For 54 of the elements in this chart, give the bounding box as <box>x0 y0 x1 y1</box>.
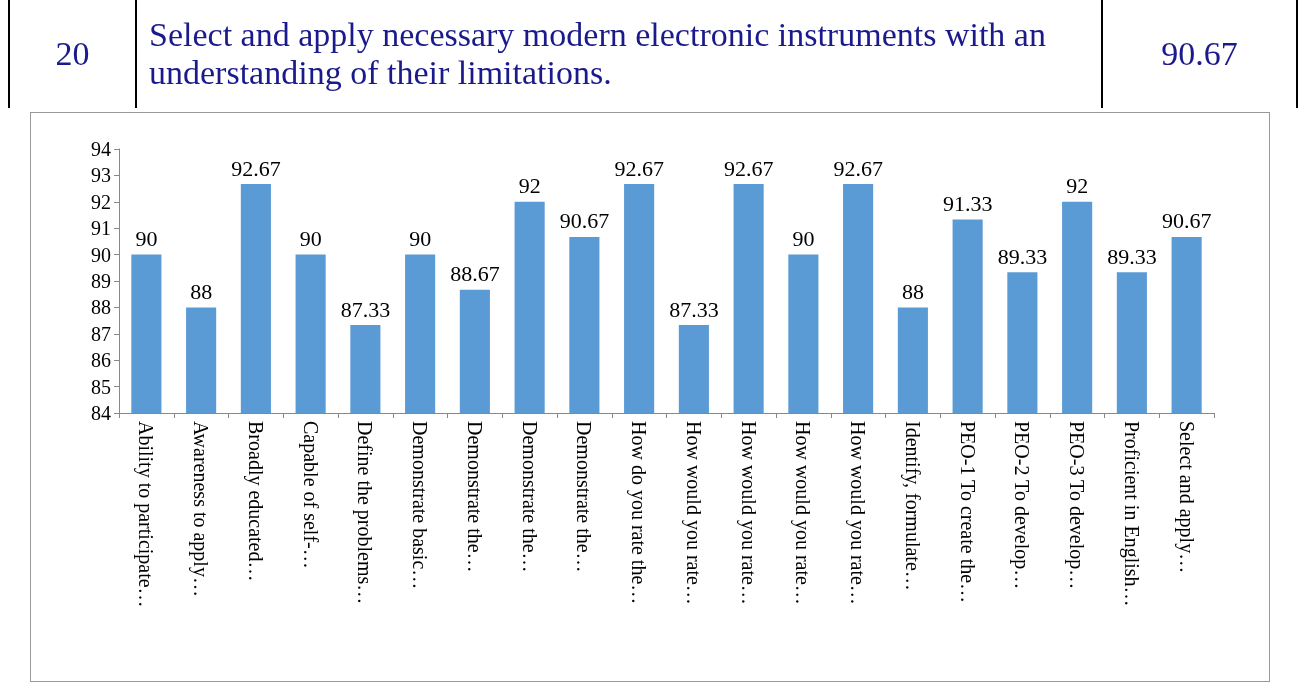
text: 90.67 <box>1101 0 1296 108</box>
data-label: 90 <box>409 226 432 252</box>
x-tick-label: How would you rate… <box>846 421 870 605</box>
x-tick-label: Define the problems… <box>353 421 377 605</box>
x-tick-label: How would you rate… <box>681 421 705 605</box>
data-label: 90 <box>135 226 158 252</box>
y-tick-label: 94 <box>91 138 111 160</box>
x-tick-label: Identify, formulate… <box>900 421 924 591</box>
y-tick-label: 84 <box>91 402 111 424</box>
x-tick-label: Demonstrate the… <box>573 421 596 573</box>
data-label: 92.67 <box>231 155 281 181</box>
y-tick-label: 88 <box>91 296 111 319</box>
x-tick-label: Broadly educated… <box>243 421 267 582</box>
data-label: 89.33 <box>1107 243 1157 269</box>
data-label: 92.67 <box>833 155 883 181</box>
data-label: 92 <box>518 173 541 199</box>
x-tick-label: Awareness to apply… <box>189 421 213 597</box>
data-label: 90 <box>792 226 815 252</box>
data-label: 87.33 <box>669 296 719 322</box>
x-tick-label: How would you rate… <box>736 421 760 605</box>
y-tick-label: 90 <box>91 243 111 266</box>
x-tick-label: PEO-2 To develop… <box>1010 421 1034 590</box>
data-label: 88 <box>901 278 924 304</box>
x-tick-label: Capable of self-… <box>298 421 322 569</box>
x-tick-label: PEO-1 To create the… <box>956 421 979 604</box>
text: Select and apply necessary modern electronic instruments with an understanding of their limitations. <box>135 0 1101 108</box>
x-tick-label: How would you rate… <box>791 421 815 605</box>
x-tick-label: Demonstrate basic… <box>409 421 432 590</box>
y-tick-label: 91 <box>91 217 111 240</box>
data-label: 88 <box>190 278 213 304</box>
data-label: 92.67 <box>614 155 664 181</box>
y-tick-label: 93 <box>91 164 111 187</box>
data-label: 92 <box>1066 173 1089 199</box>
x-tick-label: Proficient in English… <box>1119 421 1143 607</box>
y-tick-label: 85 <box>91 375 111 398</box>
y-tick-label: 87 <box>91 322 111 345</box>
y-tick-label: 86 <box>91 349 111 372</box>
text: 20 <box>8 0 135 108</box>
x-tick-label: PEO-3 To develop… <box>1065 421 1089 590</box>
y-tick-label: 92 <box>91 190 111 213</box>
x-tick-label: Demonstrate the… <box>463 421 486 573</box>
data-label: 90.67 <box>1161 208 1212 234</box>
data-label: 92.67 <box>723 155 774 181</box>
data-label: 89.33 <box>997 243 1048 269</box>
data-label: 91.33 <box>942 190 993 216</box>
data-label: 88.67 <box>450 261 500 287</box>
x-tick-label: Select and apply… <box>1174 421 1198 574</box>
y-tick-label: 89 <box>91 270 111 292</box>
x-tick-label: Ability to participate… <box>134 421 158 608</box>
data-label: 90.67 <box>559 208 610 234</box>
data-label: 87.33 <box>340 296 391 322</box>
x-tick-label: How do you rate the… <box>627 421 651 605</box>
x-tick-label: Demonstrate the… <box>518 421 541 573</box>
data-label: 90 <box>299 226 322 252</box>
